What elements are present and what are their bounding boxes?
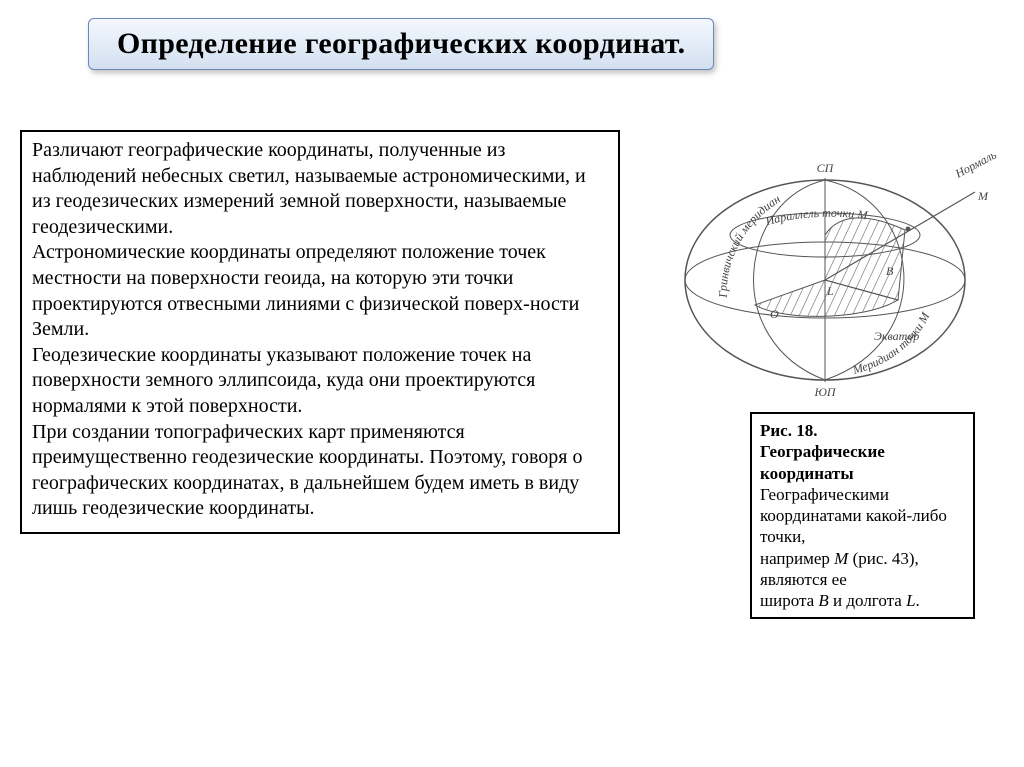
label-B: B [886,264,894,278]
cap-line4-end: . [916,591,920,610]
cap-line2-paren: (рис. 43), [848,549,918,568]
fig-title: Географические координаты [760,442,885,482]
title-text: Определение географических координат [117,27,678,60]
cap-line1: Географическими координатами какой-либо … [760,485,947,547]
label-normal: Нормаль [952,147,999,181]
coordinate-diagram: СП ЮП Экватор Нормаль M L B O Гринвичски… [660,140,1010,400]
body-panel: Различают географические координаты, пол… [20,130,620,534]
cap-line4-mid: и долгота [829,591,906,610]
label-L: L [826,284,834,298]
cap-line3: являются ее [760,570,847,589]
label-O: O [770,307,779,321]
figure-caption: Рис. 18. Географические координаты Геогр… [750,412,975,619]
cap-lat: B [818,591,828,610]
cap-line4-pre: широта [760,591,818,610]
cap-point: M [834,549,848,568]
label-north: СП [817,161,835,175]
fig-number: Рис. 18. [760,421,817,440]
page-title: Определение географических координат. [117,27,685,61]
cap-lon: L [906,591,915,610]
label-greenwich: Гринвичский меридиан [716,192,783,299]
label-meridian-m: Меридиан точки M [850,309,933,377]
title-panel: Определение географических координат. [88,18,714,70]
body-text: Различают географические координаты, пол… [32,138,608,522]
label-M-outer: M [977,189,989,203]
label-south: ЮП [813,385,836,399]
cap-line2-pre: например [760,549,834,568]
title-period: . [678,27,686,60]
